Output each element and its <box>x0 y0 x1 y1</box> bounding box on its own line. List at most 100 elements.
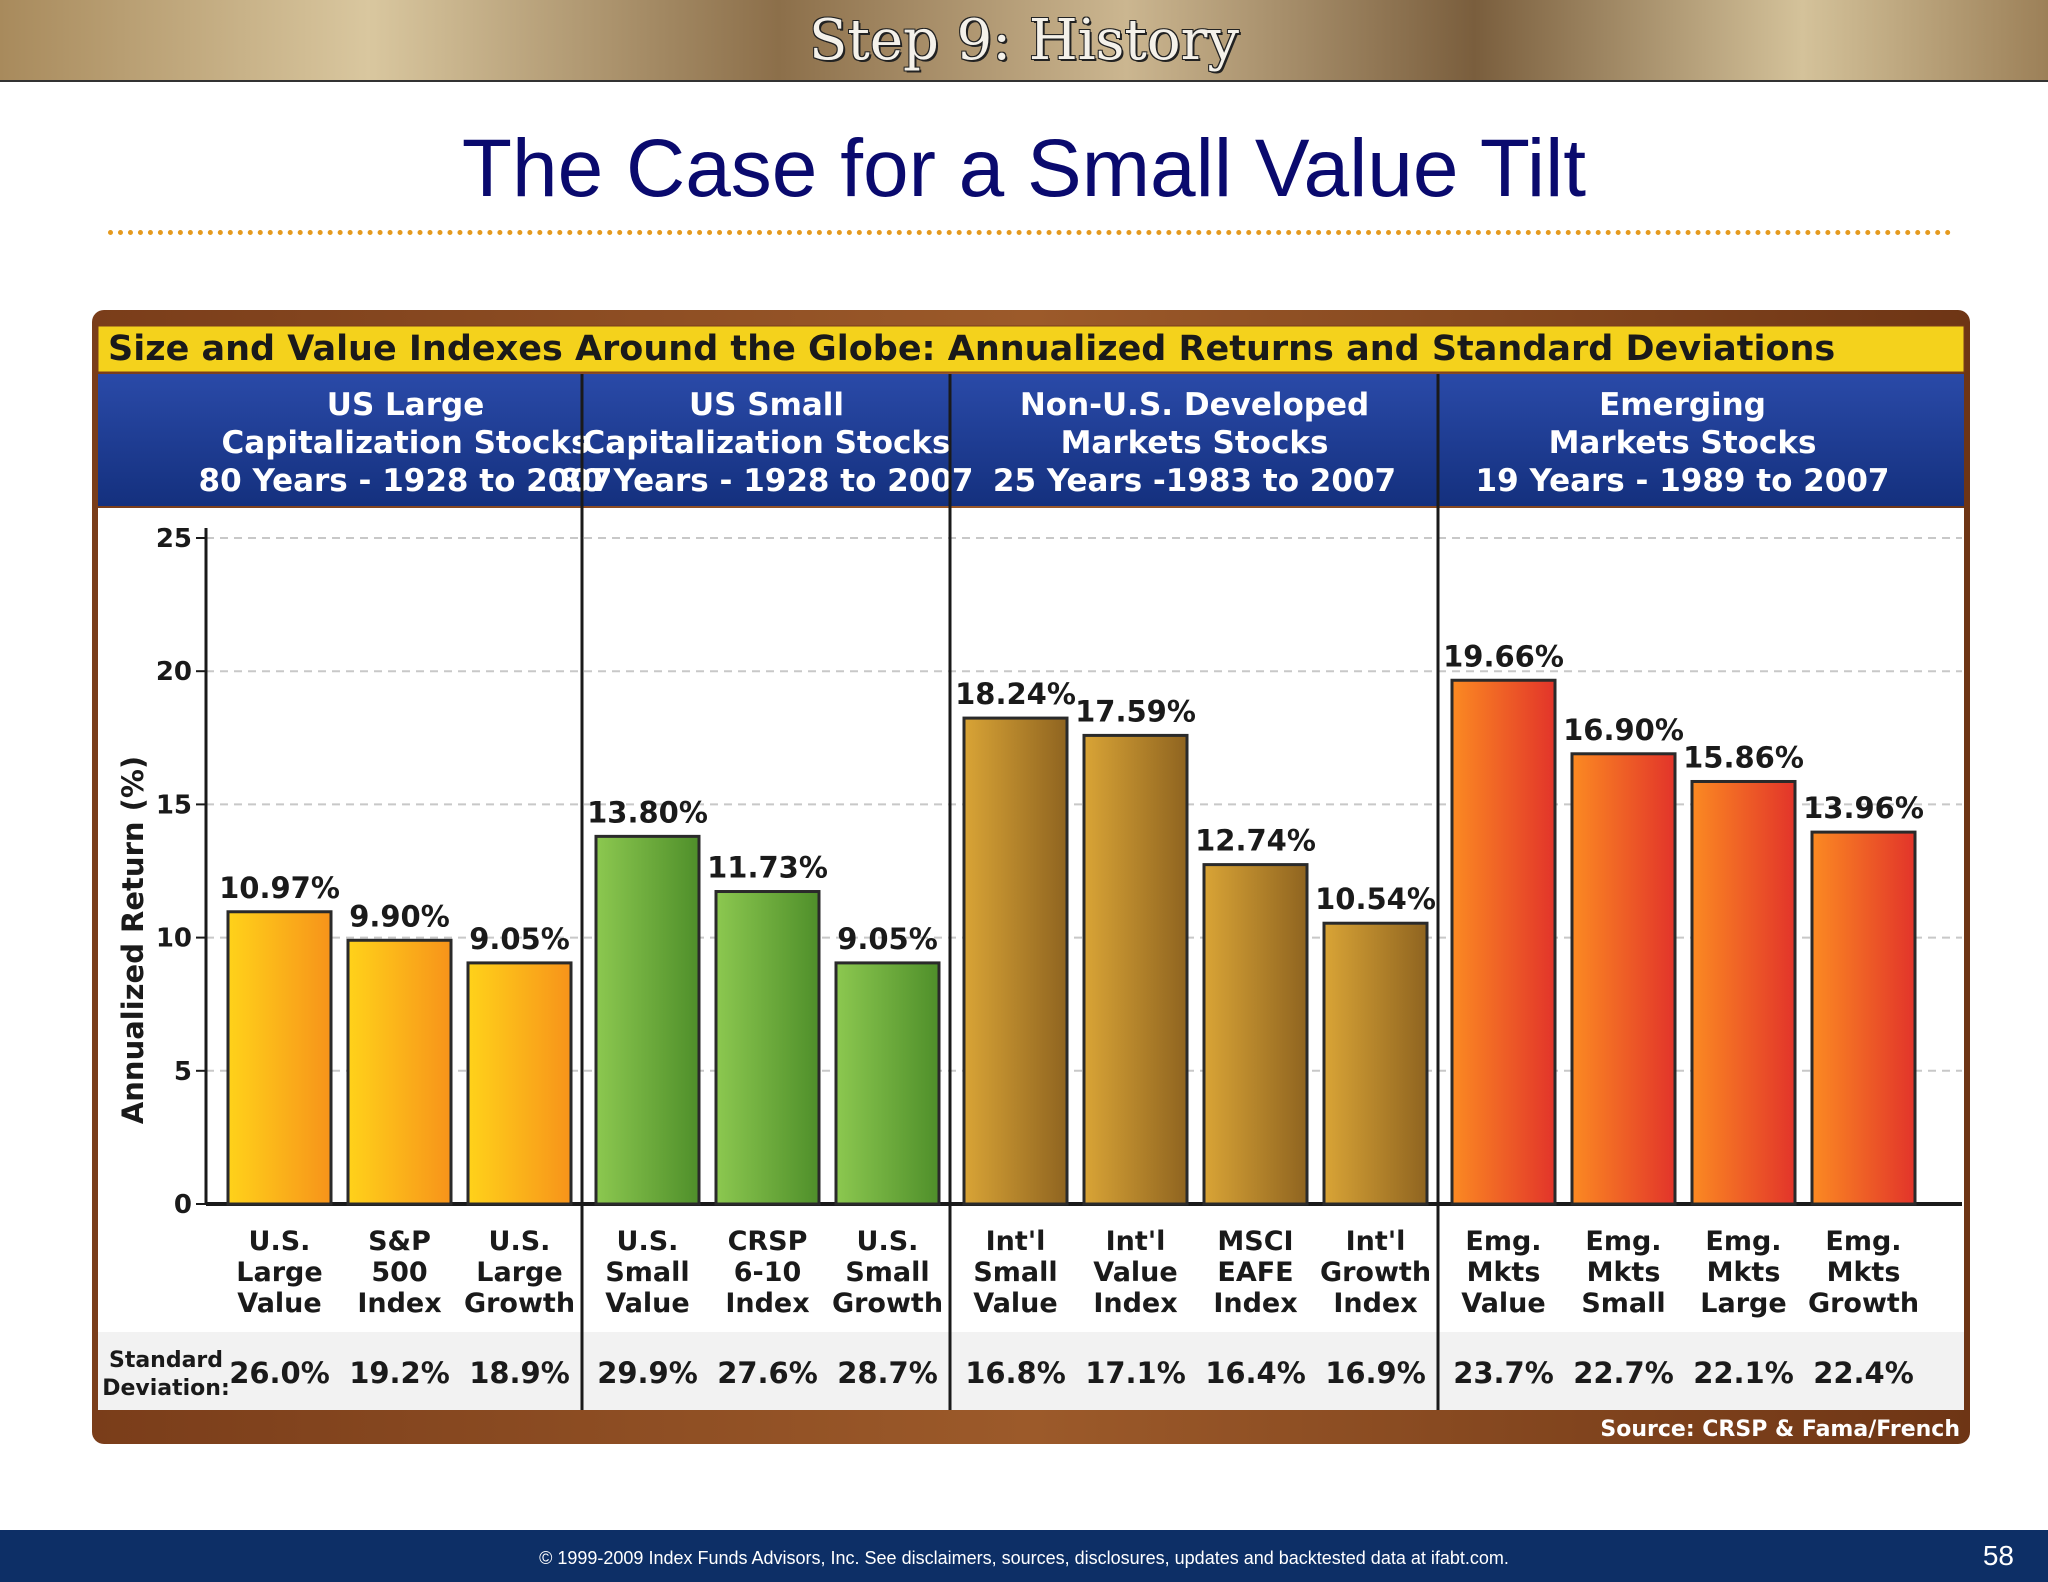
x-tick-label-10-line-1: Mkts <box>1467 1257 1541 1288</box>
group-header-0-line-1: Capitalization Stocks <box>222 425 590 461</box>
x-tick-label-6-line-1: Small <box>973 1257 1057 1288</box>
banner-title: Step 9: History <box>808 8 1240 73</box>
bar-13 <box>1810 830 1917 1206</box>
group-header-1-line-2: 80 Years - 1928 to 2007 <box>560 463 974 499</box>
x-tick-label-10-line-2: Value <box>1461 1288 1545 1319</box>
y-tick-label: 25 <box>156 524 192 554</box>
bar-value-label-3: 13.80% <box>587 795 708 829</box>
x-tick-label-3-line-1: Small <box>605 1257 689 1288</box>
footer-text: © 1999-2009 Index Funds Advisors, Inc. S… <box>539 1548 1509 1568</box>
bar-value-label-2: 9.05% <box>469 922 570 956</box>
std-deviation-value-7: 17.1% <box>1085 1356 1186 1390</box>
std-deviation-value-10: 23.7% <box>1453 1356 1554 1390</box>
bar-0 <box>226 910 333 1206</box>
std-deviation-value-13: 22.4% <box>1813 1356 1914 1390</box>
group-header-3-line-1: Markets Stocks <box>1549 425 1817 461</box>
chart-title-bar <box>97 325 1965 373</box>
std-deviation-value-12: 22.1% <box>1693 1356 1794 1390</box>
bar-5 <box>834 961 941 1206</box>
x-tick-label-8-line-0: MSCI <box>1217 1226 1293 1257</box>
group-header-2-line-0: Non-U.S. Developed <box>1020 387 1369 423</box>
x-tick-label-13-line-2: Growth <box>1808 1288 1919 1319</box>
x-tick-label-2-line-2: Growth <box>464 1288 575 1319</box>
std-deviation-value-1: 19.2% <box>349 1356 450 1390</box>
x-tick-label-12-line-2: Large <box>1700 1288 1786 1319</box>
x-tick-label-9-line-0: Int'l <box>1346 1226 1406 1257</box>
std-deviation-value-3: 29.9% <box>597 1356 698 1390</box>
y-tick-label: 5 <box>174 1057 192 1087</box>
group-header-0-line-0: US Large <box>327 387 484 423</box>
x-tick-label-13-line-0: Emg. <box>1825 1226 1901 1257</box>
std-deviation-value-5: 28.7% <box>837 1356 938 1390</box>
bar-11 <box>1570 752 1677 1206</box>
bar-3 <box>594 834 701 1206</box>
bar-8 <box>1202 863 1309 1206</box>
bar-value-label-6: 18.24% <box>955 677 1076 711</box>
std-deviation-label-line-2: Deviation: <box>102 1376 230 1401</box>
std-deviation-value-0: 26.0% <box>229 1356 330 1390</box>
footer: © 1999-2009 Index Funds Advisors, Inc. S… <box>0 1530 2048 1582</box>
x-tick-label-0-line-0: U.S. <box>249 1226 311 1257</box>
x-tick-label-0-line-1: Large <box>236 1257 322 1288</box>
x-tick-label-2-line-1: Large <box>476 1257 562 1288</box>
chart-title: Size and Value Indexes Around the Globe:… <box>108 329 1835 369</box>
x-tick-label-11-line-0: Emg. <box>1585 1226 1661 1257</box>
group-header-3-line-2: 19 Years - 1989 to 2007 <box>1476 463 1890 499</box>
y-tick-label: 10 <box>156 924 192 954</box>
std-deviation-value-9: 16.9% <box>1325 1356 1426 1390</box>
group-header-3-line-0: Emerging <box>1599 387 1766 423</box>
x-tick-label-6-line-0: Int'l <box>986 1226 1046 1257</box>
x-tick-label-12-line-1: Mkts <box>1707 1257 1781 1288</box>
bar-10 <box>1450 678 1557 1206</box>
x-tick-label-7-line-2: Index <box>1093 1288 1177 1319</box>
x-tick-label-6-line-2: Value <box>973 1288 1057 1319</box>
header-banner: Step 9: History <box>0 0 2048 82</box>
std-deviation-value-8: 16.4% <box>1205 1356 1306 1390</box>
y-axis-title: Annualized Return (%) <box>116 756 150 1124</box>
x-tick-label-5-line-0: U.S. <box>857 1226 919 1257</box>
chart-source: Source: CRSP & Fama/French <box>1600 1417 1960 1442</box>
x-tick-label-7-line-1: Value <box>1093 1257 1177 1288</box>
bar-value-label-7: 17.59% <box>1075 694 1196 728</box>
bar-7 <box>1082 733 1189 1206</box>
x-tick-label-0-line-2: Value <box>237 1288 321 1319</box>
y-tick-label: 15 <box>156 790 192 820</box>
x-tick-label-9-line-2: Index <box>1333 1288 1417 1319</box>
x-tick-label-1-line-0: S&P <box>368 1226 431 1257</box>
group-header-1-line-0: US Small <box>689 387 844 423</box>
bar-value-label-9: 10.54% <box>1315 882 1436 916</box>
std-deviation-value-2: 18.9% <box>469 1356 570 1390</box>
bar-9 <box>1322 921 1429 1206</box>
bar-value-label-13: 13.96% <box>1803 791 1924 825</box>
group-header-2-line-1: Markets Stocks <box>1061 425 1329 461</box>
bar-value-label-11: 16.90% <box>1563 713 1684 747</box>
y-tick-label: 20 <box>156 657 192 687</box>
std-row-background <box>98 1332 1964 1410</box>
std-deviation-value-4: 27.6% <box>717 1356 818 1390</box>
x-tick-label-1-line-1: 500 <box>371 1257 427 1288</box>
std-deviation-label-line-1: Standard <box>109 1348 223 1373</box>
x-tick-label-11-line-1: Mkts <box>1587 1257 1661 1288</box>
x-tick-label-11-line-2: Small <box>1581 1288 1665 1319</box>
bar-value-label-1: 9.90% <box>349 899 450 933</box>
x-tick-label-8-line-2: Index <box>1213 1288 1297 1319</box>
x-tick-label-7-line-0: Int'l <box>1106 1226 1166 1257</box>
bar-4 <box>714 890 821 1206</box>
bar-value-label-4: 11.73% <box>707 851 828 885</box>
x-tick-label-5-line-1: Small <box>845 1257 929 1288</box>
group-header-2-line-2: 25 Years -1983 to 2007 <box>993 463 1396 499</box>
x-tick-label-3-line-0: U.S. <box>617 1226 679 1257</box>
x-tick-label-3-line-2: Value <box>605 1288 689 1319</box>
x-tick-label-10-line-0: Emg. <box>1465 1226 1541 1257</box>
bar-value-label-10: 19.66% <box>1443 639 1564 673</box>
std-deviation-value-11: 22.7% <box>1573 1356 1674 1390</box>
bar-2 <box>466 961 573 1206</box>
bar-value-label-0: 10.97% <box>219 871 340 905</box>
bar-value-label-5: 9.05% <box>837 922 938 956</box>
x-tick-label-8-line-1: EAFE <box>1217 1257 1293 1288</box>
x-tick-label-1-line-2: Index <box>357 1288 441 1319</box>
x-tick-label-2-line-0: U.S. <box>489 1226 551 1257</box>
group-header-band <box>98 374 1964 506</box>
bar-6 <box>962 716 1069 1206</box>
